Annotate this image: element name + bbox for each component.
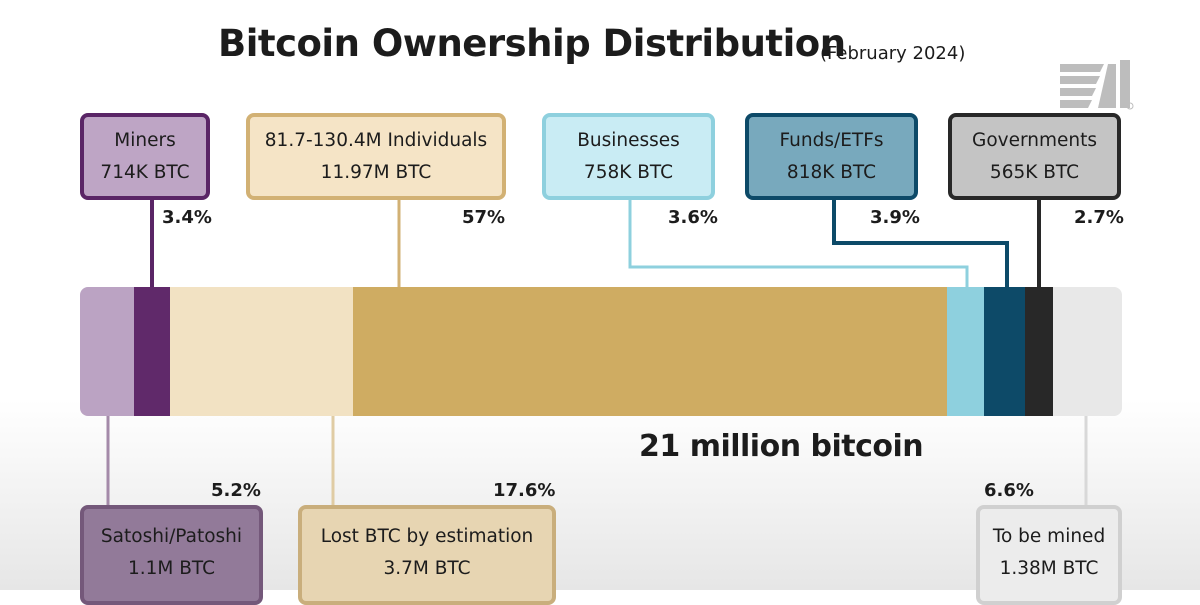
label-box-to-be-mined: To be mined 1.38M BTC [976, 505, 1122, 605]
label-box-satoshi: Satoshi/Patoshi 1.1M BTC [80, 505, 263, 605]
segment-amount: 1.1M BTC [127, 558, 216, 579]
segment-name: Governments [971, 129, 1097, 151]
bar-segment-businesses [946, 287, 985, 416]
connector-funds [832, 196, 1009, 289]
bar-segment-funds [984, 287, 1026, 416]
segment-amount: 3.7M BTC [383, 558, 471, 579]
connector-businesses [628, 196, 969, 289]
brand-logo-icon [1060, 60, 1134, 110]
label-box-miners: Miners 714K BTC [80, 113, 210, 200]
segment-name: 81.7-130.4M Individuals [264, 129, 488, 151]
segment-amount: 1.38M BTC [999, 558, 1099, 579]
percent-businesses: 3.6% [668, 207, 718, 228]
segment-amount: 565K BTC [989, 161, 1080, 183]
bar-segment-individuals [352, 287, 947, 416]
segment-amount: 758K BTC [583, 161, 674, 183]
segment-name: Lost BTC by estimation [320, 526, 534, 547]
chart-subtitle: (February 2024) [820, 43, 966, 64]
percent-satoshi: 5.2% [211, 480, 261, 501]
segment-name: Satoshi/Patoshi [100, 526, 243, 547]
bar-segment-to-be-mined [1053, 287, 1122, 416]
label-box-lost: Lost BTC by estimation 3.7M BTC [298, 505, 556, 605]
label-box-businesses: Businesses 758K BTC [542, 113, 715, 200]
bar-segment-lost [169, 287, 353, 416]
bar-segment-miners [134, 287, 170, 416]
connector-lines [106, 196, 1088, 508]
percent-miners: 3.4% [162, 207, 212, 228]
label-box-governments: Governments 565K BTC [948, 113, 1121, 200]
total-supply-label: 21 million bitcoin [639, 429, 924, 464]
segment-amount: 818K BTC [786, 161, 877, 183]
percent-lost: 17.6% [493, 480, 556, 501]
segment-name: To be mined [992, 526, 1106, 547]
segment-amount: 714K BTC [100, 161, 190, 183]
chart-title: Bitcoin Ownership Distribution [218, 22, 846, 65]
bar-segment-governments [1025, 287, 1054, 416]
segment-name: Businesses [577, 129, 680, 151]
percent-to-be-mined: 6.6% [984, 480, 1034, 501]
segment-amount: 11.97M BTC [320, 161, 432, 183]
percent-funds: 3.9% [870, 207, 920, 228]
distribution-bar [80, 287, 1122, 416]
label-box-funds: Funds/ETFs 818K BTC [745, 113, 918, 200]
bar-segment-satoshi [80, 287, 135, 416]
percent-individuals: 57% [462, 207, 506, 228]
percent-governments: 2.7% [1074, 207, 1124, 228]
segment-name: Miners [114, 129, 176, 151]
segment-name: Funds/ETFs [779, 129, 884, 151]
label-box-individuals: 81.7-130.4M Individuals 11.97M BTC [246, 113, 506, 200]
